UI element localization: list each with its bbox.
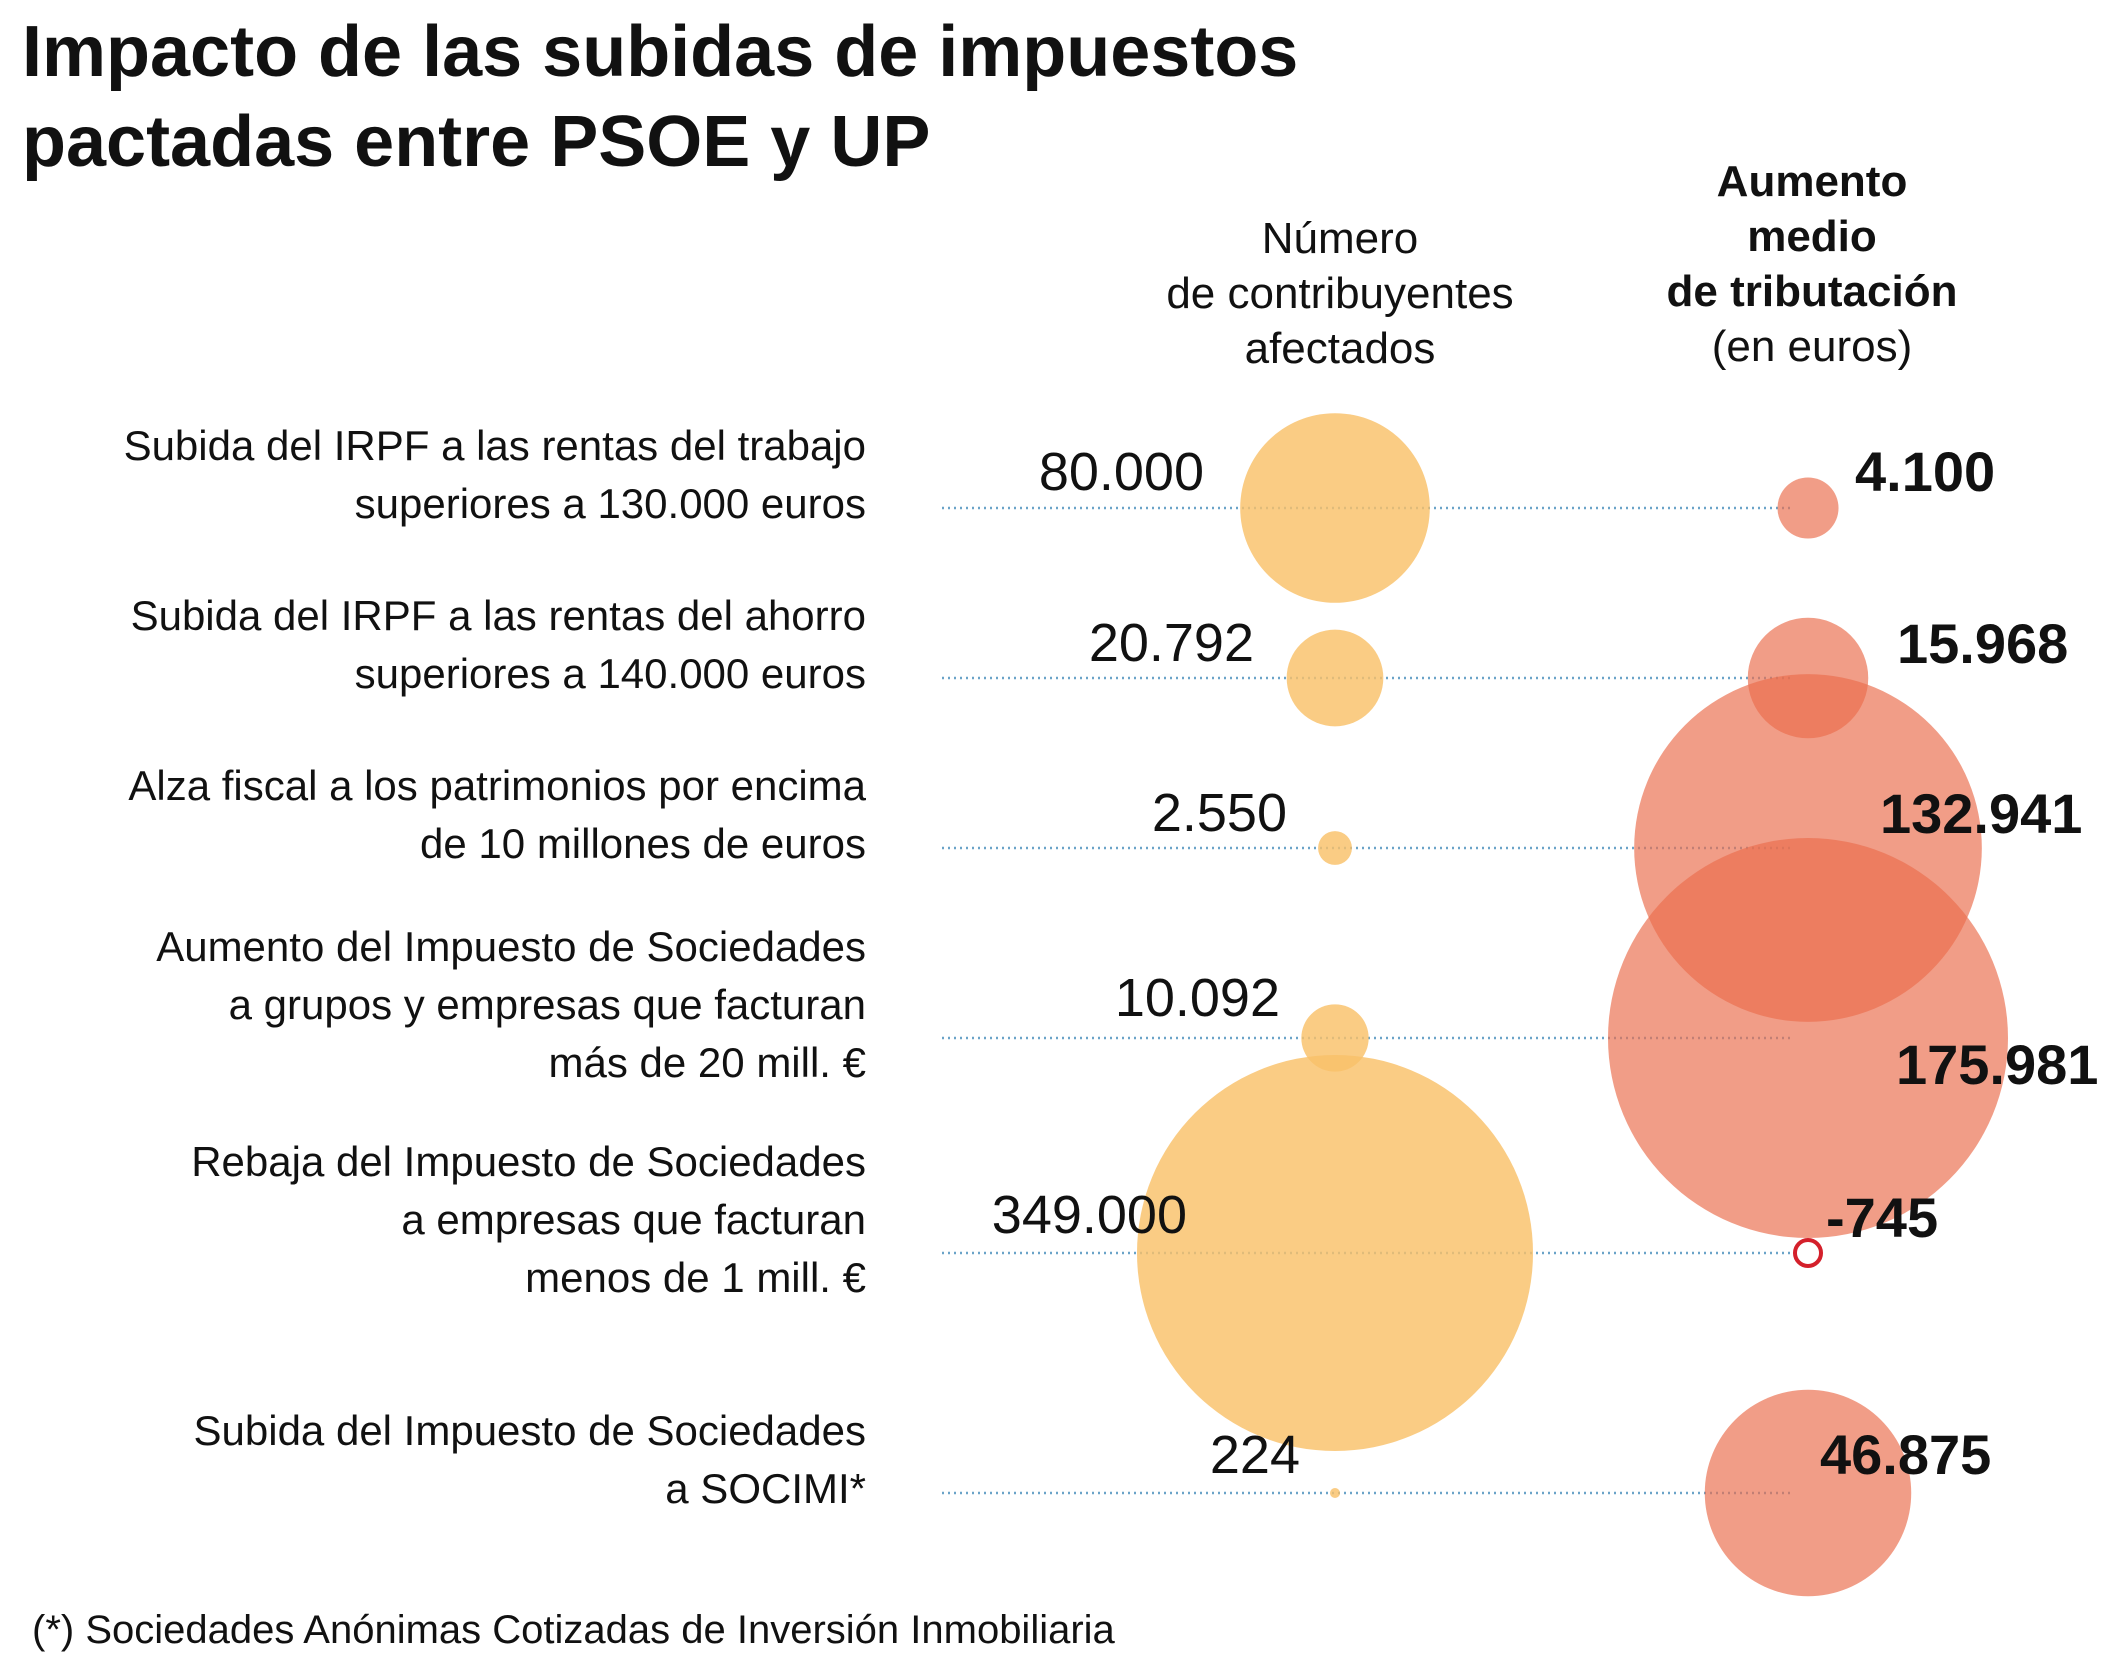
chart-title: Impacto de las subidas de impuestos pacta… xyxy=(22,12,1298,182)
title-line: pactadas entre PSOE y UP xyxy=(22,102,930,182)
count-label: 349.000 xyxy=(992,1185,1187,1245)
value-label: 46.875 xyxy=(1820,1423,1991,1486)
row-label: a SOCIMI* xyxy=(665,1465,866,1512)
value-bubble xyxy=(1704,1389,1912,1597)
title-line: Impacto de las subidas de impuestos xyxy=(22,12,1298,92)
row-label: más de 20 mill. € xyxy=(549,1039,866,1086)
row-label: a empresas que facturan xyxy=(401,1196,866,1243)
count-bubble xyxy=(1329,1487,1341,1499)
value-column-unit: (en euros) xyxy=(1712,322,1913,371)
row-label: superiores a 140.000 euros xyxy=(355,650,866,697)
count-bubble xyxy=(1137,1055,1533,1451)
value-bubble-negative xyxy=(1792,1237,1824,1269)
row-label: Subida del Impuesto de Sociedades xyxy=(194,1407,866,1454)
value-label: 4.100 xyxy=(1855,440,1995,503)
row-labels: Subida del IRPF a las rentas del trabajo… xyxy=(124,422,867,1512)
value-label: 15.968 xyxy=(1897,612,2068,675)
count-bubbles xyxy=(1137,413,1533,1499)
value-column-header: medio xyxy=(1747,212,1877,261)
row-label: Rebaja del Impuesto de Sociedades xyxy=(191,1138,866,1185)
count-bubble xyxy=(1240,413,1430,603)
value-bubble xyxy=(1777,477,1839,539)
count-label: 10.092 xyxy=(1115,968,1280,1028)
count-labels: 80.000 20.792 2.550 10.092 349.000 224 xyxy=(992,442,1300,1485)
count-bubble xyxy=(1286,629,1384,727)
value-column-header: Aumento xyxy=(1717,157,1908,206)
row-label: Subida del IRPF a las rentas del trabajo xyxy=(124,422,866,469)
value-bubble xyxy=(1608,838,2008,1238)
count-label: 20.792 xyxy=(1089,613,1254,673)
row-label: superiores a 130.000 euros xyxy=(355,480,866,527)
count-bubble xyxy=(1318,831,1352,865)
value-labels: 4.100 15.968 132.941 175.981 -745 46.875 xyxy=(1820,440,2098,1486)
column-headers: Número de contribuyentes afectados Aumento m… xyxy=(1166,157,1957,373)
row-label: Alza fiscal a los patrimonios por encima xyxy=(128,762,866,809)
row-label: Subida del IRPF a las rentas del ahorro xyxy=(131,592,866,639)
count-label: 224 xyxy=(1210,1425,1300,1485)
count-label: 80.000 xyxy=(1039,442,1204,502)
row-label: menos de 1 mill. € xyxy=(525,1254,866,1301)
row-label: de 10 millones de euros xyxy=(420,820,866,867)
count-column-header: afectados xyxy=(1245,324,1436,373)
value-column-header: de tributación xyxy=(1667,267,1958,316)
value-label: -745 xyxy=(1826,1186,1938,1249)
count-bubble xyxy=(1301,1004,1369,1072)
row-label: Aumento del Impuesto de Sociedades xyxy=(156,923,866,970)
count-column-header: Número xyxy=(1262,214,1419,263)
value-bubbles xyxy=(1608,477,2008,1597)
value-label: 175.981 xyxy=(1896,1033,2098,1096)
footnote: (*) Sociedades Anónimas Cotizadas de Inv… xyxy=(32,1608,1116,1652)
value-label: 132.941 xyxy=(1880,782,2082,845)
row-label: a grupos y empresas que facturan xyxy=(229,981,866,1028)
count-label: 2.550 xyxy=(1152,783,1287,843)
count-column-header: de contribuyentes xyxy=(1166,269,1513,318)
